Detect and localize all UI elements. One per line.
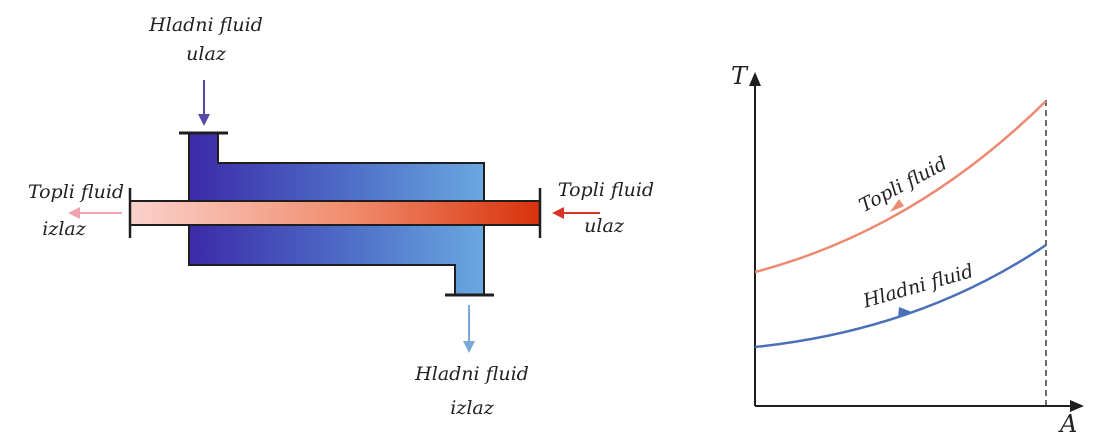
hot-outlet-arrow xyxy=(68,207,122,219)
cold-fluid-direction-arrow xyxy=(898,307,912,318)
cold-inlet-label-line2: ulaz xyxy=(186,43,227,65)
hot-tube xyxy=(129,200,541,226)
heat-exchanger-schematic: Hladni fluid ulaz Topli fluid izlaz Topl… xyxy=(28,14,654,419)
x-axis-arrowhead xyxy=(1070,400,1084,412)
hot-inlet-label-line2: ulaz xyxy=(584,215,625,237)
hot-outlet-label-line2: izlaz xyxy=(42,218,86,240)
cold-outlet-label-line2: izlaz xyxy=(450,397,494,419)
temperature-area-chart: T A Topli fluid Hladni fluid xyxy=(731,62,1084,435)
cold-inlet-label-line1: Hladni fluid xyxy=(148,14,263,36)
cold-inlet-arrow xyxy=(198,80,210,126)
cold-fluid-curve xyxy=(754,243,1047,349)
cold-fluid-curve-label: Hladni fluid xyxy=(860,260,976,313)
cold-outlet-arrow xyxy=(463,305,475,353)
hot-fluid-curve-label: Topli fluid xyxy=(856,152,951,217)
y-axis-label: T xyxy=(731,62,749,90)
cold-outlet-label-line1: Hladni fluid xyxy=(414,363,529,385)
hot-outlet-label-line1: Topli fluid xyxy=(28,181,124,203)
hot-fluid-curve xyxy=(754,100,1047,274)
x-axis-label: A xyxy=(1058,410,1077,435)
y-axis-arrowhead xyxy=(749,72,761,86)
hot-inlet-label-line1: Topli fluid xyxy=(558,179,654,201)
hot-fluid-direction-arrow xyxy=(890,199,904,212)
hot-inlet-arrow xyxy=(552,207,600,219)
